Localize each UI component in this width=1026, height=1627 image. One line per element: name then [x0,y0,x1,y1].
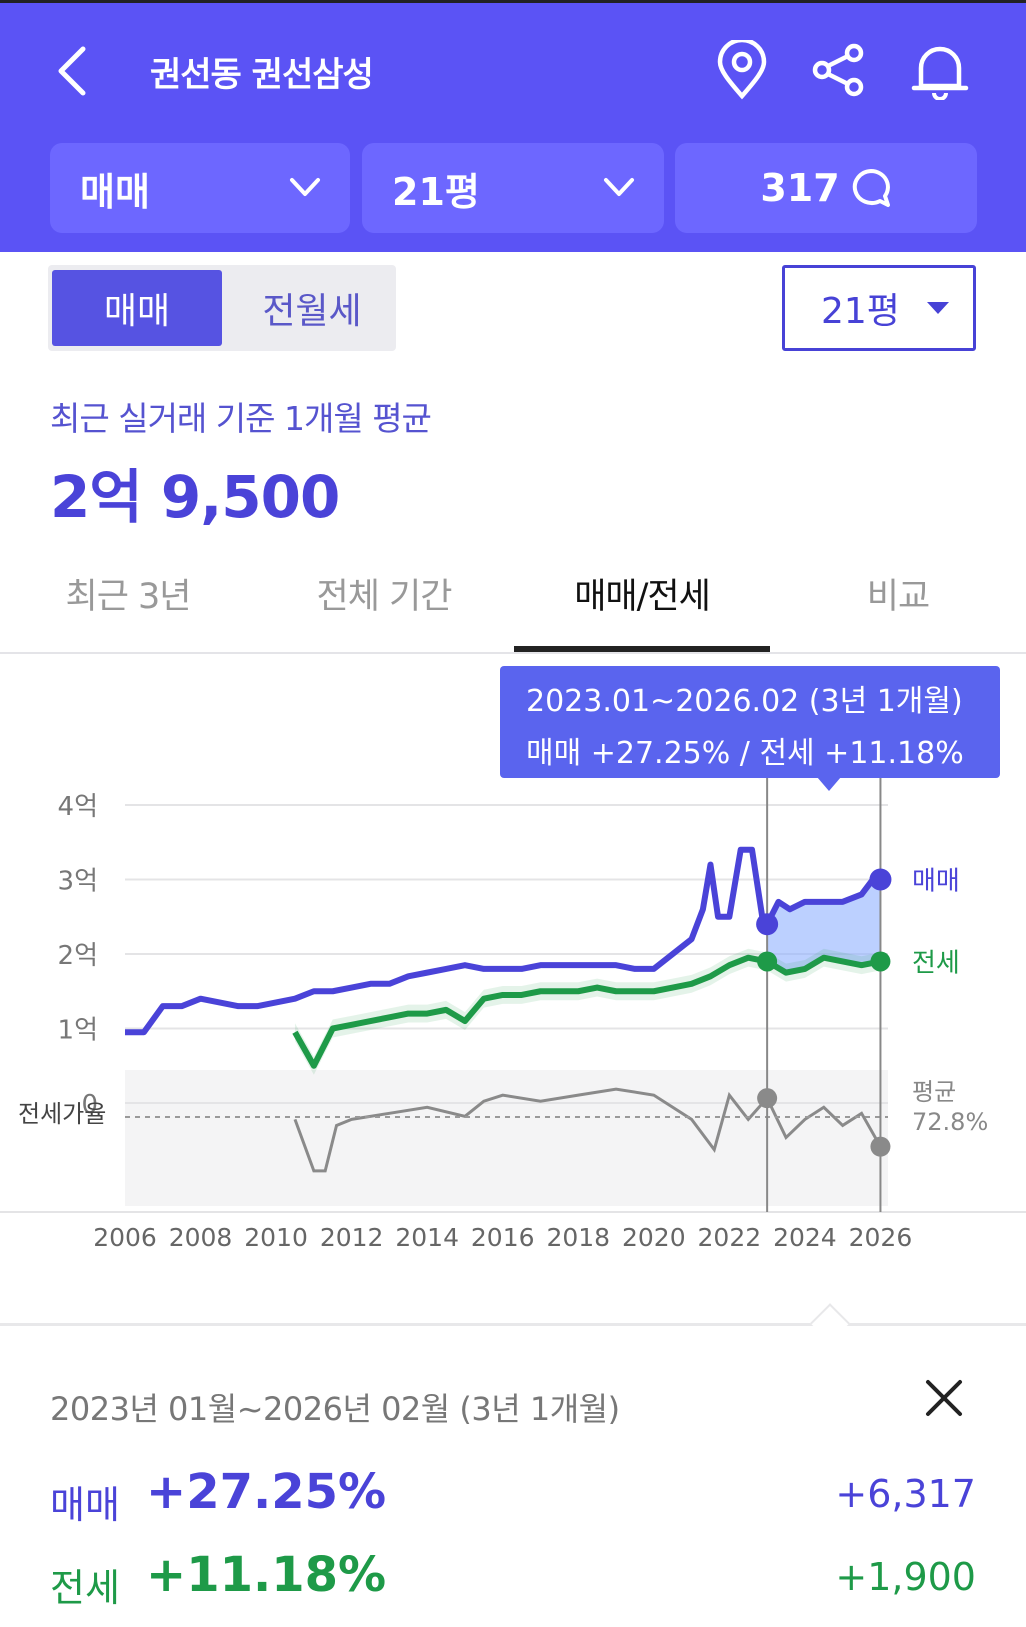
x-tick-label: 2016 [471,1223,535,1252]
jeonse-end-point [870,951,891,972]
average-price: 2억 9,500 [50,463,340,531]
location-pin-icon[interactable] [711,39,773,101]
result-sale-pct: +27.25% [146,1464,387,1520]
page-title: 권선동 권선삼성 [150,55,374,95]
tooltip-period: 2023.01~2026.02 (3년 1개월) [526,684,963,719]
share-icon[interactable] [808,39,870,101]
result-row-jeonse: 전세 +11.18% +1,900 [50,1547,976,1619]
size-dropdown-value: 21평 [821,291,900,332]
active-tab-indicator [514,646,770,652]
x-tick-label: 2008 [169,1223,233,1252]
ratio-band [125,1070,888,1206]
range-tooltip: 2023.01~2026.02 (3년 1개월) 매매 +27.25% / 전세… [500,666,1000,778]
app-header: 권선동 권선삼성 매매 21평 317 [0,0,1026,252]
size-label: 21평 [392,169,480,214]
range-fill [767,879,881,973]
summary-subtitle: 최근 실거래 기준 1개월 평균 [50,399,432,438]
comments-button[interactable]: 317 [675,143,977,233]
x-tick-label: 2012 [320,1223,384,1252]
result-row-sale: 매매 +27.25% +6,317 [50,1464,976,1536]
sale-start-point [756,913,779,936]
trade-type-label: 매매 [80,169,150,214]
y-tick-label: 1억 [58,1016,98,1046]
tab-all-period[interactable]: 전체 기간 [316,577,453,617]
trade-type-filter[interactable]: 매매 [50,143,350,233]
result-jeonse-pct: +11.18% [146,1547,387,1603]
caret-down-icon [927,302,949,314]
x-tick-label: 2020 [622,1223,686,1252]
ratio-end-point [870,1136,891,1157]
chevron-down-icon [288,169,322,213]
back-arrow-icon[interactable] [52,43,92,99]
size-filter[interactable]: 21평 [362,143,664,233]
tooltip-change: 매매 +27.25% / 전세 +11.18% [526,736,964,771]
x-tick-label: 2006 [93,1223,157,1252]
x-tick-label: 2014 [395,1223,459,1252]
result-sale-amount: +6,317 [835,1472,976,1516]
trade-segmented-control: 매매 전월세 [48,265,396,351]
y-tick-label: 4억 [58,792,98,822]
ratio-average-value: 72.8% [912,1108,988,1136]
tab-compare[interactable]: 비교 [866,577,930,617]
sale-series-label: 매매 [912,867,960,897]
result-jeonse-amount: +1,900 [835,1555,976,1599]
x-tick-label: 2018 [546,1223,610,1252]
jeonse-line [292,954,882,1069]
divider-notch [810,1303,850,1343]
tab-sale-jeonse[interactable]: 매매/전세 [574,577,711,617]
divider [0,1323,1026,1326]
segment-sale[interactable]: 매매 [52,270,222,346]
x-tick-label: 2024 [773,1223,837,1252]
chart-tabs: 최근 3년 전체 기간 매매/전세 비교 [0,550,1026,654]
speech-bubble-icon [850,167,892,209]
jeonse-start-point [757,951,778,972]
y-tick-label: 2억 [58,941,98,971]
sale-end-point [869,868,892,891]
price-chart[interactable]: 4억 3억 2억 1억 0 2006 2008 2010 2012 2014 2016 2018 202… [0,656,1026,1256]
bell-icon[interactable] [909,39,971,101]
tab-recent-3y[interactable]: 최근 3년 [65,577,192,617]
segment-rent[interactable]: 전월세 [262,291,362,332]
x-tick-label: 2010 [244,1223,308,1252]
ratio-label: 전세가율 [18,1100,106,1128]
chevron-down-icon [602,169,636,213]
close-icon[interactable] [924,1378,976,1430]
result-period: 2023년 01월~2026년 02월 (3년 1개월) [50,1390,620,1428]
ratio-average-label: 평균 [912,1078,956,1106]
size-dropdown[interactable]: 21평 [782,265,976,351]
y-tick-label: 3억 [58,867,98,897]
jeonse-series-label: 전세 [912,948,960,978]
y-tick-label: 0 [81,1090,98,1120]
result-sale-name: 매매 [50,1483,120,1527]
ratio-start-point [757,1088,778,1109]
ratio-line [293,1087,882,1173]
comment-count: 317 [760,166,840,210]
tooltip-arrow [817,777,841,791]
result-jeonse-name: 전세 [50,1566,120,1610]
x-tick-label: 2022 [698,1223,762,1252]
x-tick-label: 2026 [849,1223,913,1252]
